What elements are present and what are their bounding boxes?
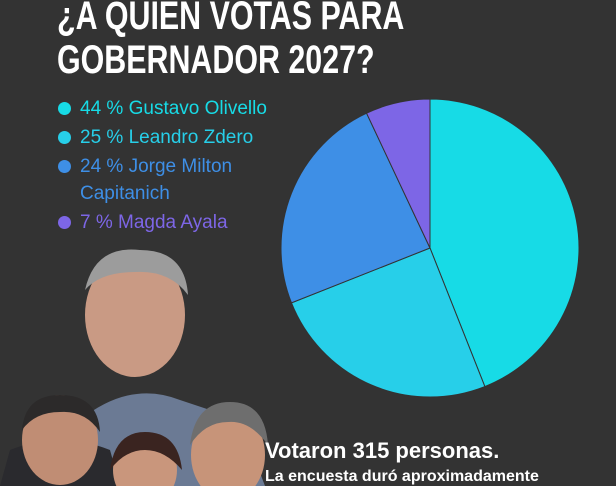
legend-text: 7 % Magda Ayala — [80, 209, 295, 236]
title: ¿A QUIEN VOTAS PARA GOBERNADOR 2027? — [57, 0, 404, 82]
photo-hair — [190, 402, 268, 445]
photo-face — [85, 253, 185, 377]
legend-name: Gustavo Olivello — [128, 98, 267, 119]
legend-item: 7 % Magda Ayala — [58, 209, 295, 236]
pie-slice — [365, 98, 431, 249]
legend-dot — [58, 216, 71, 229]
legend-dot — [58, 160, 71, 173]
legend-value: 44 % — [80, 98, 124, 119]
pie-slice — [290, 247, 486, 398]
legend-dot — [58, 131, 71, 144]
legend-item: 44 % Gustavo Olivello — [58, 95, 295, 122]
legend-name: Magda Ayala — [118, 212, 228, 233]
legend: 44 % Gustavo Olivello 25 % Leandro Zdero 2… — [58, 95, 295, 238]
photo-hair — [22, 395, 100, 432]
annotation: La encuesta duró aproximadamente — [265, 468, 539, 485]
annotation: Votaron 315 personas. — [265, 438, 500, 463]
photo-hair — [85, 249, 188, 295]
legend-text: 25 % Leandro Zdero — [80, 124, 295, 151]
pie-slice — [280, 112, 431, 304]
photo-face — [22, 395, 98, 485]
pie-slice — [429, 98, 580, 388]
legend-value: 25 % — [80, 127, 124, 148]
legend-name: Jorge Milton Capitanich — [80, 156, 233, 204]
legend-text: 44 % Gustavo Olivello — [80, 95, 295, 122]
legend-dot — [58, 102, 71, 115]
photo-face — [191, 409, 265, 486]
legend-name: Leandro Zdero — [128, 127, 254, 148]
photo-hair — [110, 432, 182, 470]
legend-text: 24 % Jorge Milton Capitanich — [80, 153, 295, 207]
photos — [0, 249, 268, 486]
legend-value: 7 % — [80, 212, 113, 233]
legend-item: 24 % Jorge Milton Capitanich — [58, 153, 295, 207]
legend-item: 25 % Leandro Zdero — [58, 124, 295, 151]
legend-value: 24 % — [80, 156, 124, 177]
